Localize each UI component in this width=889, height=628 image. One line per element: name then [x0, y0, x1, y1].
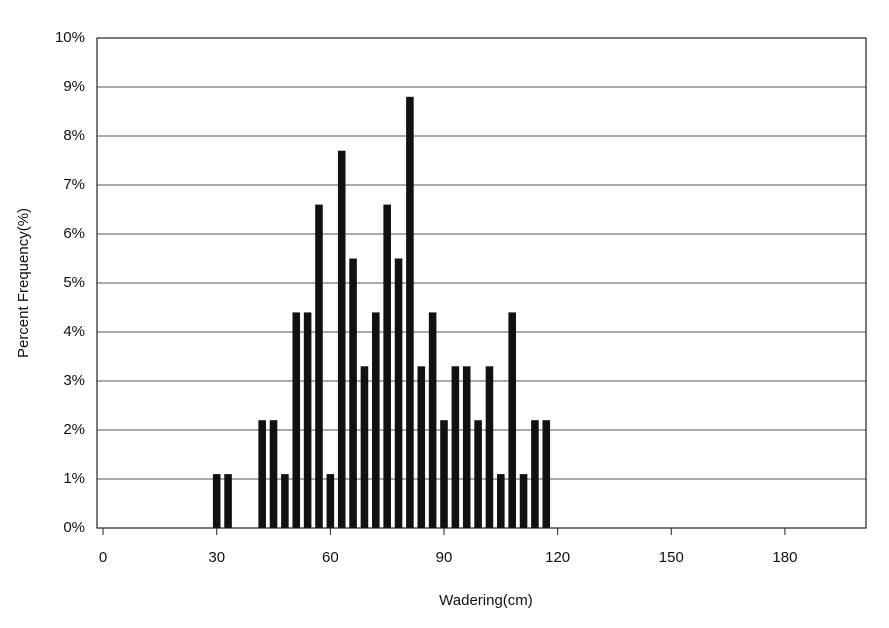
x-tick-label: 120 — [545, 549, 570, 566]
y-tick-label: 3% — [63, 372, 85, 389]
y-tick-label: 5% — [63, 274, 85, 291]
bar — [360, 366, 369, 528]
bar — [315, 204, 323, 528]
bar — [281, 474, 289, 528]
bar — [428, 312, 437, 528]
bar — [326, 474, 335, 528]
bar — [417, 366, 426, 528]
y-tick-label: 6% — [63, 225, 85, 242]
bar — [212, 474, 221, 528]
y-axis-title: Percent Frequency(%) — [15, 208, 32, 358]
y-tick-label: 0% — [63, 519, 85, 536]
bar — [462, 366, 471, 528]
x-tick-label: 150 — [659, 549, 684, 566]
bar — [269, 420, 278, 528]
x-tick-label: 60 — [322, 549, 339, 566]
bar — [497, 474, 505, 528]
x-tick-label: 30 — [208, 549, 225, 566]
bar — [372, 312, 380, 528]
bar — [337, 150, 346, 528]
bar — [224, 474, 232, 528]
bar — [474, 420, 482, 528]
bar — [508, 312, 516, 528]
y-tick-label: 10% — [55, 29, 85, 46]
y-tick-label: 8% — [63, 127, 85, 144]
bar — [292, 312, 301, 528]
x-axis-title: Wadering(cm) — [439, 592, 533, 609]
bar — [258, 420, 266, 528]
bar — [394, 258, 403, 528]
bar — [531, 420, 539, 528]
bar — [451, 366, 460, 528]
x-tick-label: 0 — [99, 549, 107, 566]
bar — [485, 366, 494, 528]
bar — [383, 204, 391, 528]
y-tick-label: 2% — [63, 421, 85, 438]
bar — [303, 312, 312, 528]
bar — [440, 420, 448, 528]
x-tick-label: 90 — [436, 549, 453, 566]
y-tick-label: 4% — [63, 323, 85, 340]
y-tick-label: 1% — [63, 470, 85, 487]
bar — [406, 96, 414, 529]
bar — [542, 420, 551, 528]
y-tick-label: 7% — [63, 176, 85, 193]
y-tick-label: 9% — [63, 78, 85, 95]
bar — [349, 258, 357, 528]
bar — [519, 474, 528, 528]
x-tick-label: 180 — [772, 549, 797, 566]
